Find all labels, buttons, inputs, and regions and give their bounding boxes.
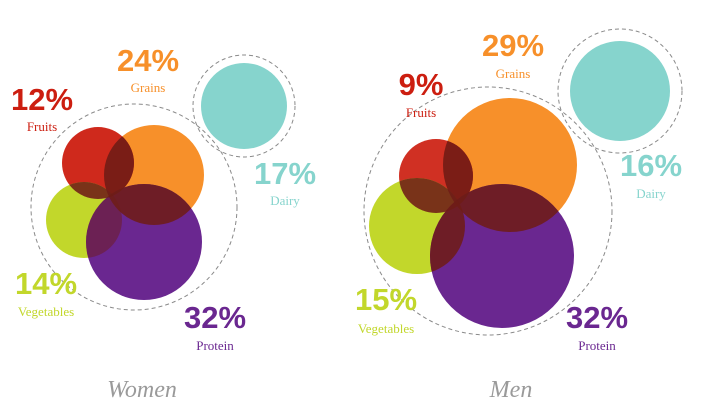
women-panel: 24% Grains 12% Fruits 17% Dairy 14% Vege…	[11, 43, 316, 403]
women-fruits-vegetables-overlap	[86, 184, 122, 258]
women-dairy-label: Dairy	[270, 193, 300, 208]
men-chart-title: Men	[489, 377, 533, 403]
women-protein-value: 32%	[184, 300, 246, 335]
women-overlaps	[62, 127, 202, 258]
men-grains-value: 29%	[482, 28, 544, 63]
men-grains-label: Grains	[496, 66, 531, 81]
men-grains-protein-overlap	[443, 184, 574, 232]
men-main-dashed-ring	[363, 86, 613, 336]
men-fruits-grains-overlap	[443, 139, 473, 213]
men-protein-label: Protein	[578, 338, 616, 353]
women-dairy-bubble	[201, 63, 287, 149]
women-vegetables-value: 14%	[15, 266, 77, 301]
women-main-dashed-ring	[30, 103, 238, 311]
men-protein-value: 32%	[566, 300, 628, 335]
men-dairy-label: Dairy	[636, 186, 666, 201]
men-dairy-value: 16%	[620, 148, 682, 183]
men-dairy-dashed-ring	[557, 28, 683, 154]
women-grains-label: Grains	[131, 80, 166, 95]
men-fruits-label: Fruits	[406, 105, 436, 120]
women-fruits-grains-overlap	[104, 127, 134, 199]
women-protein-label: Protein	[196, 338, 234, 353]
men-fruits-value: 9%	[399, 67, 444, 102]
men-vegetables-label: Vegetables	[358, 321, 414, 336]
men-dairy-bubble	[570, 41, 670, 141]
women-grains-protein-overlap	[104, 184, 202, 225]
men-overlaps	[399, 139, 574, 274]
men-panel: 29% Grains 9% Fruits 16% Dairy 15% Veget…	[355, 28, 683, 403]
men-vegetables-fruits-overlap	[399, 178, 465, 213]
women-dairy-dashed-ring	[192, 54, 296, 158]
women-dairy-value: 17%	[254, 156, 316, 191]
women-vegetables-label: Vegetables	[18, 304, 74, 319]
women-fruits-label: Fruits	[27, 119, 57, 134]
men-vegetables-value: 15%	[355, 282, 417, 317]
women-fruits-value: 12%	[11, 82, 73, 117]
women-chart-title: Women	[107, 377, 177, 403]
women-grains-value: 24%	[117, 43, 179, 78]
